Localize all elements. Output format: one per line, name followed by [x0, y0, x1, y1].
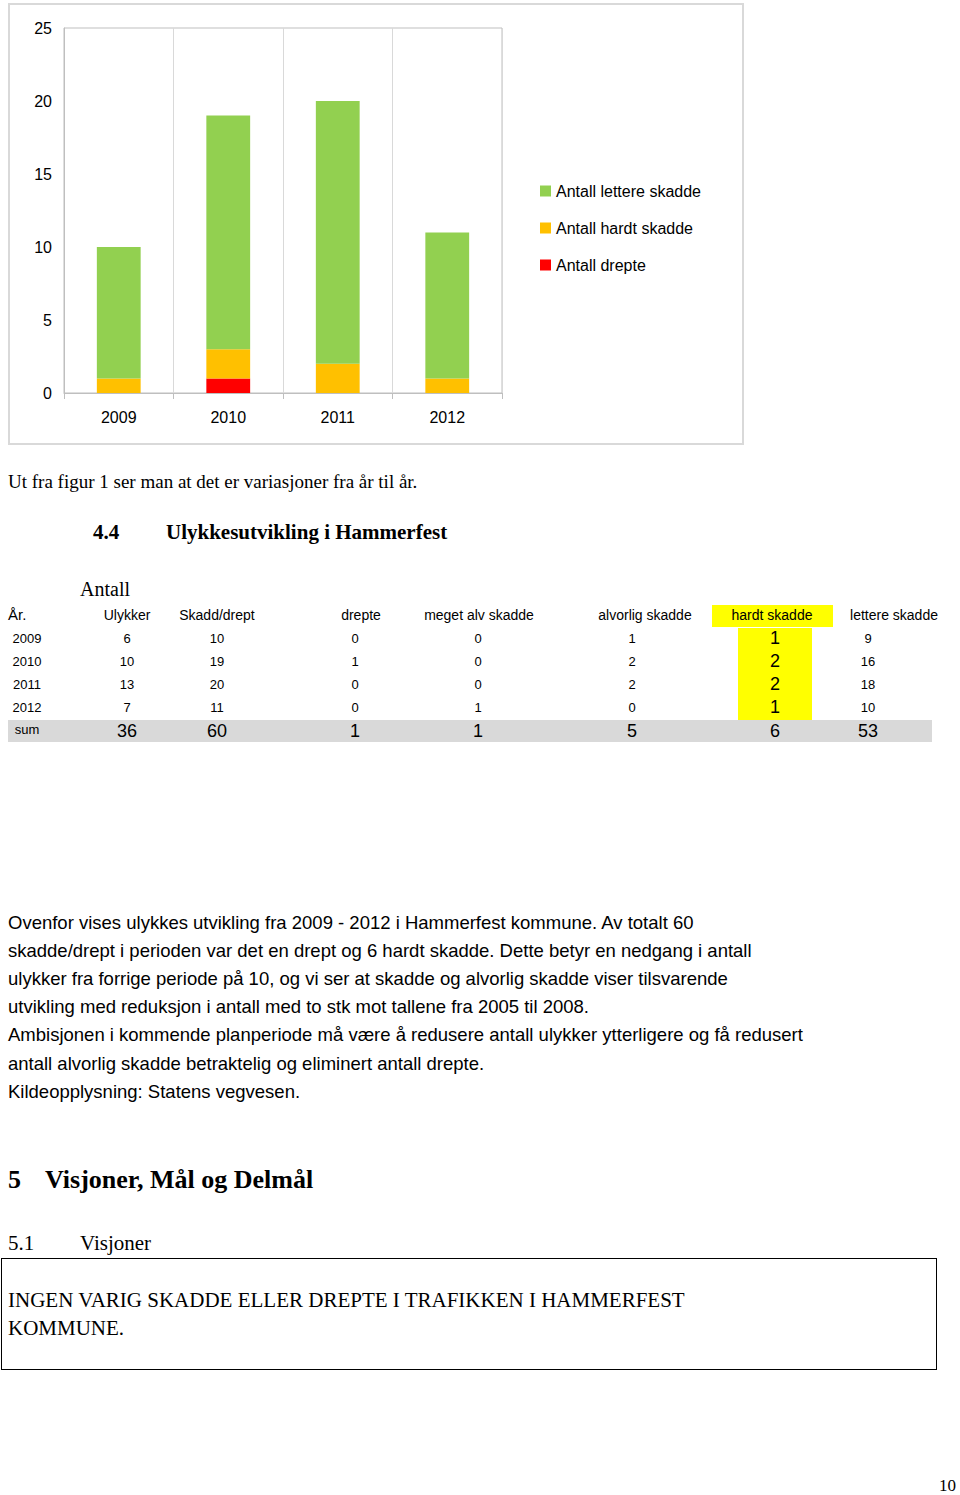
- html-text:skadde/drept i perioden var de: skadde/drept i perioden var det en drept…: [8, 940, 752, 961]
- html-text:60: 60: [207, 721, 227, 741]
- html-text:meget alv skadde: meget alv skadde: [424, 607, 534, 623]
- html-text:ulykker fra forrige periode på: ulykker fra forrige periode på 10, og vi…: [8, 968, 728, 989]
- html-text:1: 1: [350, 721, 360, 741]
- html-text:10: 10: [860, 700, 876, 715]
- svg-text:2009: 2009: [101, 409, 137, 426]
- html-text:53: 53: [858, 721, 878, 741]
- svg-text:20: 20: [34, 93, 52, 110]
- html-text:4.4: 4.4: [93, 520, 120, 544]
- svg-text:Antall hardt skadde: Antall hardt skadde: [556, 220, 693, 237]
- html-text:Ut fra figur 1 ser man at det: Ut fra figur 1 ser man at det er variasj…: [8, 471, 418, 492]
- html-text:INGEN VARIG SKADDE ELLER DREPT: INGEN VARIG SKADDE ELLER DREPTE I TRAFIK…: [8, 1288, 685, 1312]
- html-text:2009: 2009: [12, 631, 42, 646]
- html-text:2: 2: [770, 674, 780, 694]
- html-text:Visjoner, Mål og Delmål: Visjoner, Mål og Delmål: [45, 1165, 314, 1194]
- html-text:0: 0: [474, 631, 482, 646]
- html-text:7: 7: [123, 700, 131, 715]
- html-text:alvorlig skadde: alvorlig skadde: [598, 607, 692, 623]
- html-text:Kildeopplysning: Statens vegve: Kildeopplysning: Statens vegvesen.: [8, 1081, 301, 1102]
- html-text:1: 1: [351, 654, 359, 669]
- html-text:16: 16: [860, 654, 876, 669]
- html-text:36: 36: [117, 721, 137, 741]
- html-text:1: 1: [770, 697, 780, 717]
- html-text:KOMMUNE.: KOMMUNE.: [8, 1316, 125, 1340]
- html-text:20: 20: [209, 677, 225, 692]
- html-text:11: 11: [210, 700, 224, 715]
- html-text:Ovenfor vises ulykkes utviklin: Ovenfor vises ulykkes utvikling fra 2009…: [8, 912, 694, 933]
- html-text:5: 5: [627, 721, 637, 741]
- svg-text:Antall lettere skadde: Antall lettere skadde: [556, 183, 701, 200]
- html-text:År.: År.: [8, 606, 27, 623]
- html-text:Visjoner: Visjoner: [80, 1231, 152, 1255]
- html-text:2012: 2012: [12, 700, 42, 715]
- html-text:antall alvorlig skadde betrakt: antall alvorlig skadde betraktelig og el…: [8, 1053, 485, 1074]
- html-text:0: 0: [628, 700, 636, 715]
- html-text:13: 13: [119, 677, 135, 692]
- svg-text:25: 25: [34, 20, 52, 37]
- html-text:5: 5: [8, 1165, 21, 1194]
- html-text:2: 2: [628, 654, 636, 669]
- html-text:6: 6: [770, 721, 780, 741]
- svg-text:10: 10: [34, 239, 52, 256]
- html-text:10: 10: [119, 654, 135, 669]
- html-text:Skadd/drept: Skadd/drept: [179, 607, 255, 623]
- html-text:Antall: Antall: [80, 578, 130, 600]
- html-text:1: 1: [628, 631, 636, 646]
- html-text:2011: 2011: [13, 677, 41, 692]
- html-text:2: 2: [770, 651, 780, 671]
- html-text:10: 10: [939, 1476, 956, 1495]
- html-text:10: 10: [209, 631, 225, 646]
- html-text:Ulykkesutvikling i Hammerfest: Ulykkesutvikling i Hammerfest: [166, 520, 448, 544]
- html-text:utvikling med reduksjon i anta: utvikling med reduksjon i antall med to …: [8, 996, 589, 1017]
- html-text:0: 0: [474, 677, 482, 692]
- html-text:0: 0: [351, 700, 359, 715]
- html-text:lettere skadde: lettere skadde: [850, 607, 938, 623]
- html-text:0: 0: [351, 677, 359, 692]
- html-text:drepte: drepte: [341, 607, 381, 623]
- html-text:1: 1: [770, 628, 780, 648]
- svg-text:2010: 2010: [210, 409, 246, 426]
- html-text:2010: 2010: [12, 654, 42, 669]
- svg-text:15: 15: [34, 166, 52, 183]
- svg-text:5: 5: [43, 312, 52, 329]
- html-text:0: 0: [474, 654, 482, 669]
- svg-text:2012: 2012: [429, 409, 465, 426]
- svg-text:0: 0: [43, 385, 52, 402]
- html-text:2: 2: [628, 677, 636, 692]
- html-text:Ambisjonen i kommende planperi: Ambisjonen i kommende planperiode må vær…: [8, 1024, 803, 1045]
- html-text:0: 0: [351, 631, 359, 646]
- html-text:1: 1: [473, 721, 483, 741]
- html-text:hardt skadde: hardt skadde: [731, 607, 813, 623]
- html-text:19: 19: [209, 654, 225, 669]
- svg-text:Antall drepte: Antall drepte: [556, 257, 646, 274]
- html-text:9: 9: [864, 631, 872, 646]
- html-text:1: 1: [474, 700, 482, 715]
- html-text:5.1: 5.1: [8, 1231, 35, 1255]
- html-text:6: 6: [123, 631, 131, 646]
- html-text:Ulykker: Ulykker: [103, 607, 151, 623]
- html-text:sum: sum: [14, 722, 40, 737]
- html-text:18: 18: [860, 677, 876, 692]
- svg-text:2011: 2011: [321, 409, 356, 426]
